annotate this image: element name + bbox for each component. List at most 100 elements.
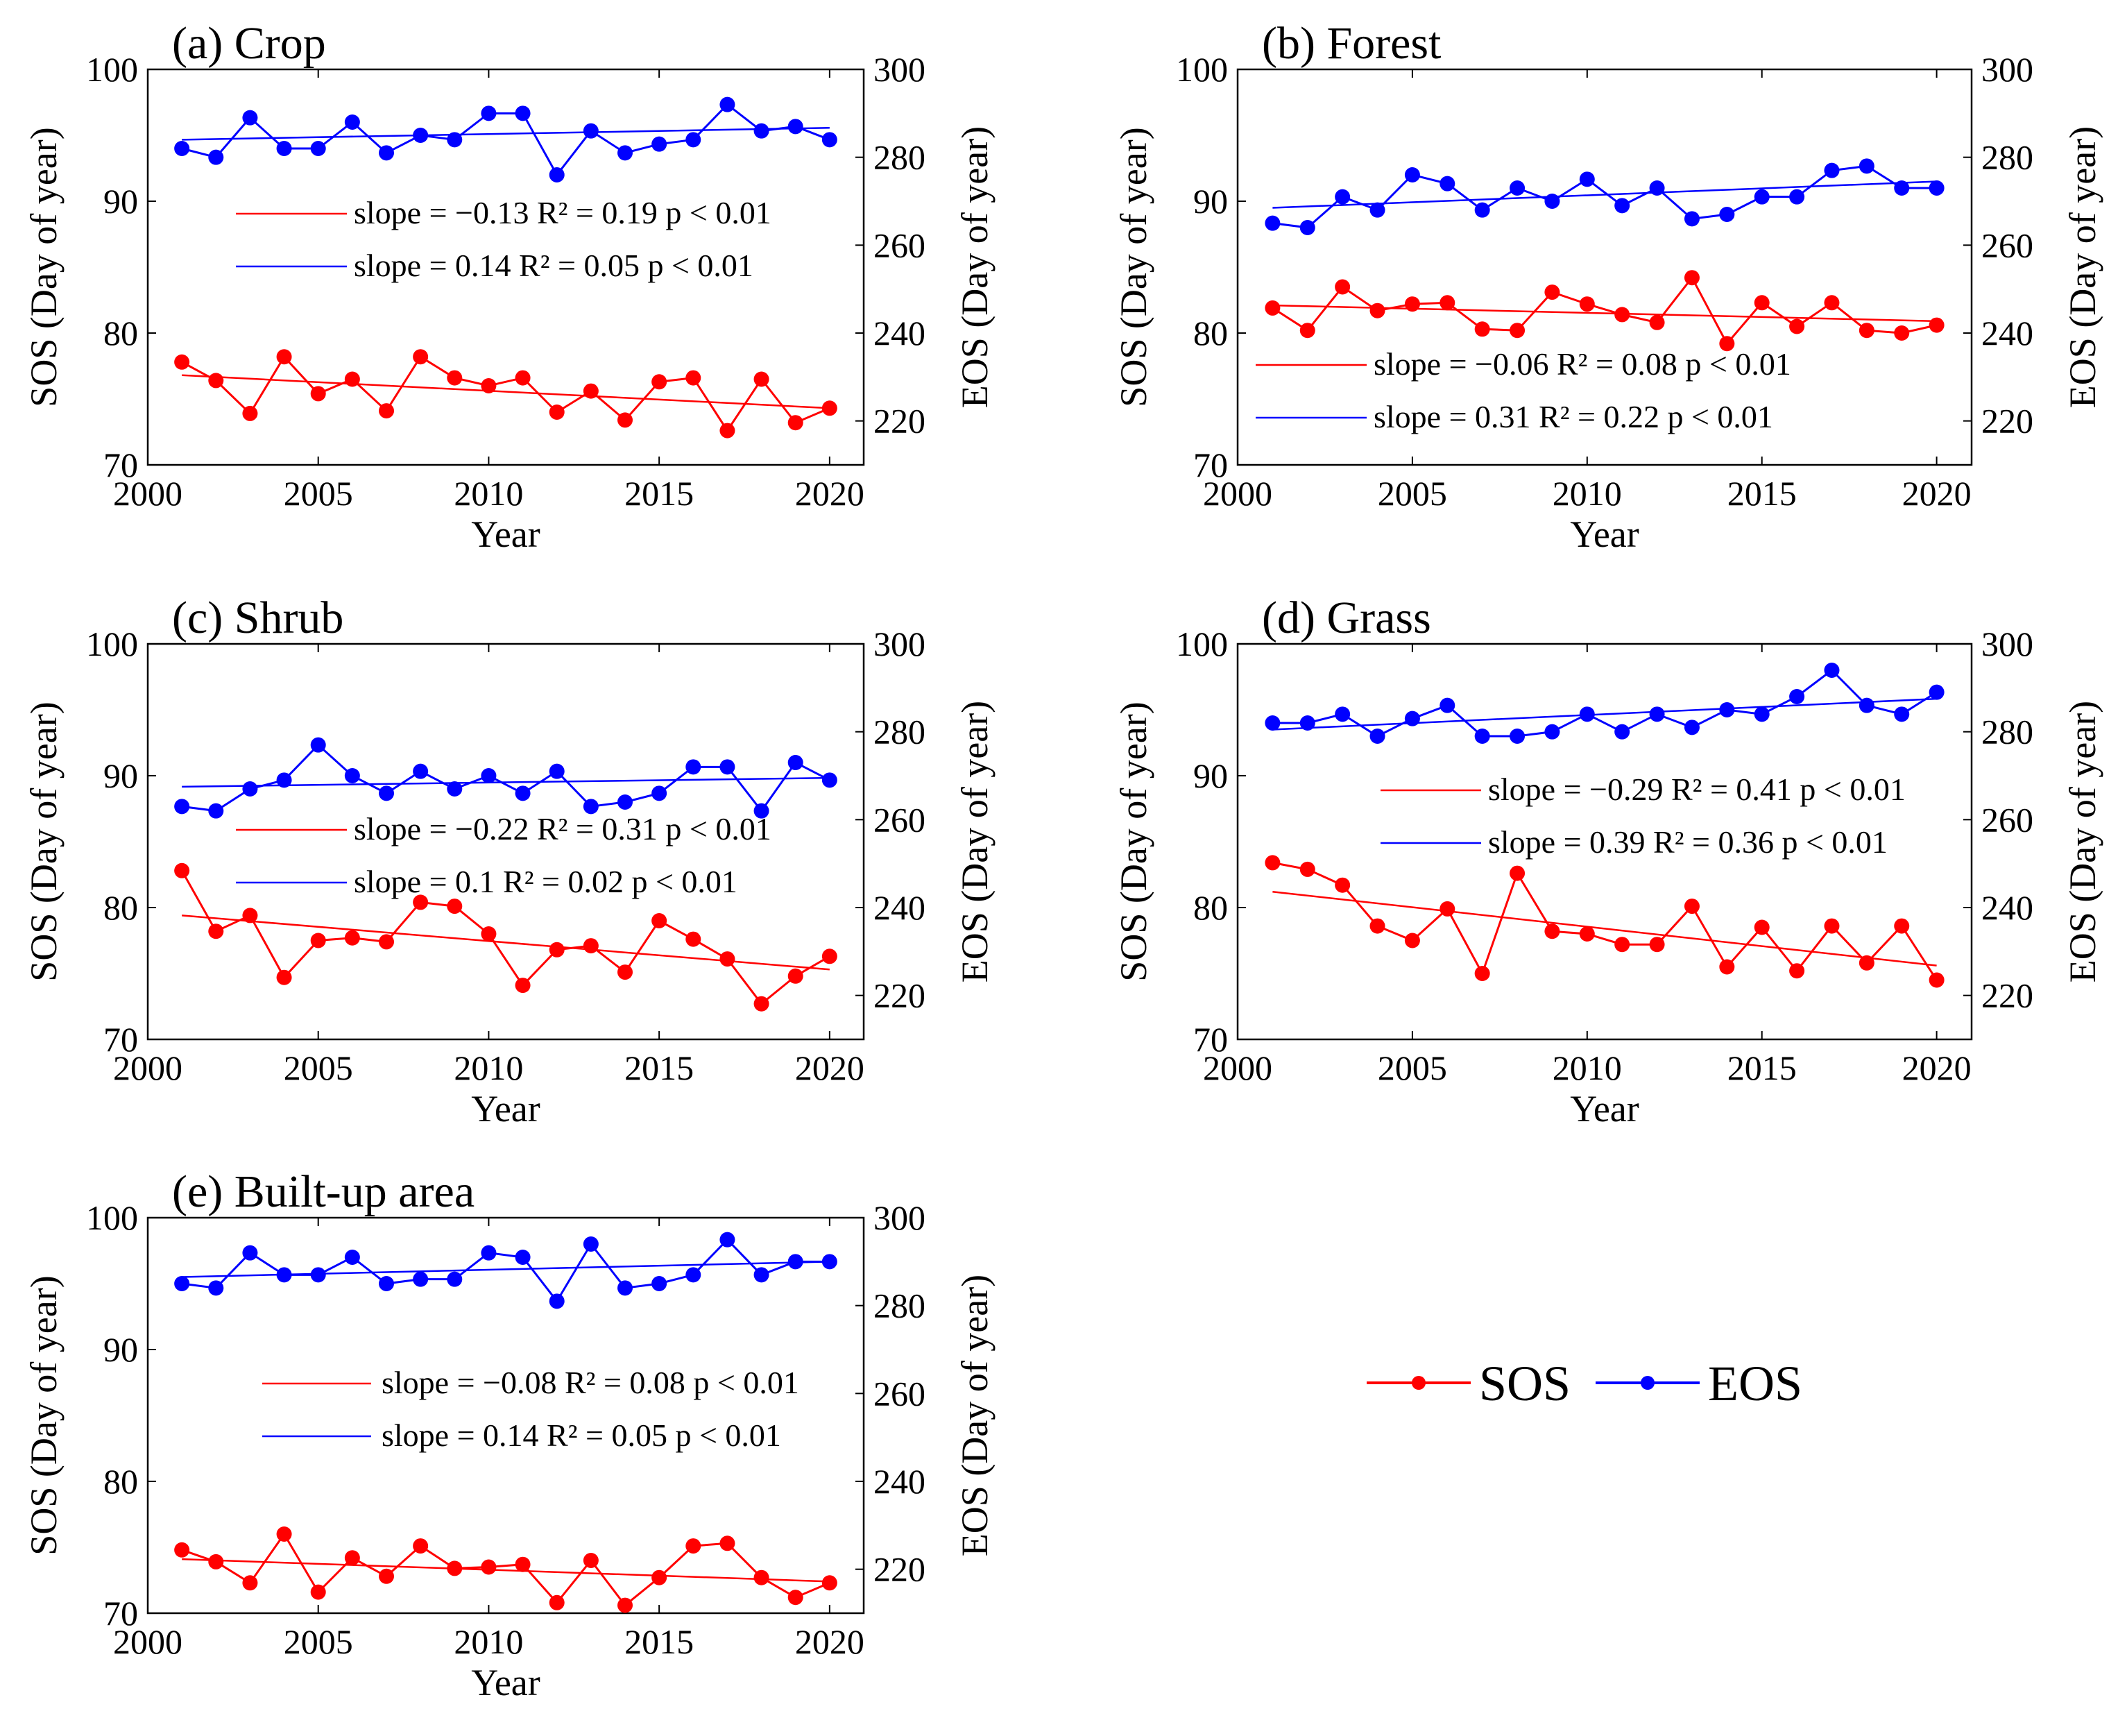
annotation-text: slope = −0.08 R² = 0.08 p < 0.01	[382, 1365, 799, 1400]
data-point-sos	[344, 1550, 360, 1566]
trend-line-eos	[1272, 697, 1937, 731]
annotation-text: slope = −0.06 R² = 0.08 p < 0.01	[1374, 346, 1791, 382]
data-point-sos	[821, 948, 837, 964]
annotation-text: slope = −0.29 R² = 0.41 p < 0.01	[1488, 772, 1906, 807]
data-point-sos	[617, 964, 633, 980]
series-eos	[1265, 158, 1945, 235]
data-point-sos	[1929, 972, 1945, 988]
x-tick-label: 2015	[624, 1622, 694, 1661]
trend-line-sos	[1272, 890, 1937, 967]
data-point-eos	[1894, 706, 1910, 722]
data-point-eos	[1265, 715, 1281, 731]
data-point-eos	[447, 1271, 463, 1287]
data-point-sos	[310, 386, 326, 402]
data-point-sos	[447, 899, 463, 914]
legend-eos-label: EOS	[1708, 1356, 1802, 1411]
y-axis-label-right: EOS (Day of year)	[2062, 126, 2103, 408]
data-point-eos	[1510, 729, 1526, 744]
data-point-sos	[1510, 323, 1526, 339]
legend-eos-marker	[1641, 1376, 1655, 1390]
y-tick-label-left: 90	[1193, 182, 1228, 221]
y-tick-label-right: 300	[873, 624, 925, 663]
data-point-sos	[1369, 918, 1385, 934]
data-point-eos	[787, 1254, 803, 1270]
data-point-sos	[719, 951, 735, 967]
data-point-eos	[1510, 180, 1526, 196]
y-axis-label-left: SOS (Day of year)	[23, 1275, 65, 1555]
trend-line-eos	[1272, 180, 1937, 209]
data-point-sos	[1614, 307, 1630, 323]
y-tick-label-left: 80	[103, 1462, 138, 1501]
x-tick-label: 2005	[284, 1048, 353, 1087]
data-point-eos	[583, 123, 599, 139]
x-tick-label: 2005	[1378, 474, 1447, 513]
data-point-eos	[685, 759, 701, 775]
data-point-eos	[208, 149, 224, 165]
data-point-eos	[787, 119, 803, 135]
chart-panel-2: (b) Forest 2000 2005 2010 2015 2020 70 80 90 100 2…	[1113, 18, 2103, 555]
panel-title: (b) Forest	[1262, 18, 1441, 69]
data-point-sos	[276, 349, 292, 365]
data-point-sos	[1719, 959, 1735, 975]
data-point-sos	[310, 933, 326, 948]
y-tick-label-left: 70	[103, 1020, 138, 1059]
data-point-sos	[753, 1569, 769, 1585]
data-point-sos	[413, 1538, 429, 1554]
data-point-eos	[1440, 697, 1455, 713]
y-tick-label-left: 80	[1193, 888, 1228, 927]
data-point-eos	[481, 1245, 497, 1261]
data-point-sos	[821, 1575, 837, 1591]
data-point-sos	[310, 1584, 326, 1600]
y-tick-label-right: 220	[1981, 402, 2033, 441]
data-point-eos	[651, 785, 667, 801]
data-point-eos	[310, 1267, 326, 1283]
y-axis-label-left: SOS (Day of year)	[1113, 127, 1154, 407]
panel-title: (a) Crop	[172, 18, 326, 69]
x-tick-label: 2005	[1378, 1048, 1447, 1087]
data-point-eos	[379, 145, 394, 161]
x-tick-label: 2010	[454, 1048, 523, 1087]
data-point-eos	[174, 1276, 190, 1291]
x-tick-label: 2015	[624, 1048, 694, 1087]
data-point-sos	[1299, 861, 1315, 877]
data-point-eos	[242, 1245, 258, 1261]
data-point-eos	[174, 141, 190, 156]
data-point-eos	[1684, 211, 1700, 227]
data-point-sos	[651, 1569, 667, 1585]
data-point-sos	[1440, 295, 1455, 311]
data-point-eos	[1299, 715, 1315, 731]
y-tick-label-right: 280	[873, 1286, 925, 1325]
data-point-sos	[174, 354, 190, 370]
data-point-eos	[549, 1293, 565, 1309]
data-point-eos	[1649, 180, 1665, 196]
x-tick-label: 2000	[1203, 1048, 1272, 1087]
data-point-eos	[310, 141, 326, 156]
y-tick-label-right: 280	[873, 713, 925, 751]
legend-sos-label: SOS	[1479, 1356, 1571, 1411]
data-point-sos	[379, 403, 394, 419]
y-tick-label-right: 280	[1981, 713, 2033, 751]
data-point-sos	[583, 383, 599, 399]
data-point-eos	[617, 145, 633, 161]
data-point-sos	[1859, 955, 1874, 971]
data-point-eos	[1789, 689, 1805, 704]
chart-panel-4: (d) Grass 2000 2005 2010 2015 2020 70 80 90 100 22…	[1113, 593, 2103, 1130]
x-tick-label: 2000	[1203, 474, 1272, 513]
annotation-text: slope = 0.14 R² = 0.05 p < 0.01	[354, 248, 753, 283]
data-point-eos	[1929, 684, 1945, 700]
y-tick-label-right: 280	[1981, 138, 2033, 177]
y-tick-label-right: 260	[873, 1374, 925, 1413]
data-point-eos	[719, 96, 735, 112]
y-tick-label-left: 80	[103, 888, 138, 927]
x-axis-label: Year	[471, 1088, 540, 1130]
annotation-text: slope = 0.31 R² = 0.22 p < 0.01	[1374, 399, 1773, 434]
y-tick-label-right: 220	[1981, 976, 2033, 1015]
data-point-eos	[310, 737, 326, 753]
data-point-sos	[1649, 314, 1665, 330]
data-point-eos	[1335, 189, 1351, 205]
data-point-eos	[344, 114, 360, 130]
y-axis-label-left: SOS (Day of year)	[23, 701, 65, 981]
data-point-eos	[413, 763, 429, 779]
data-point-sos	[481, 1559, 497, 1575]
plot-frame	[146, 1216, 865, 1615]
